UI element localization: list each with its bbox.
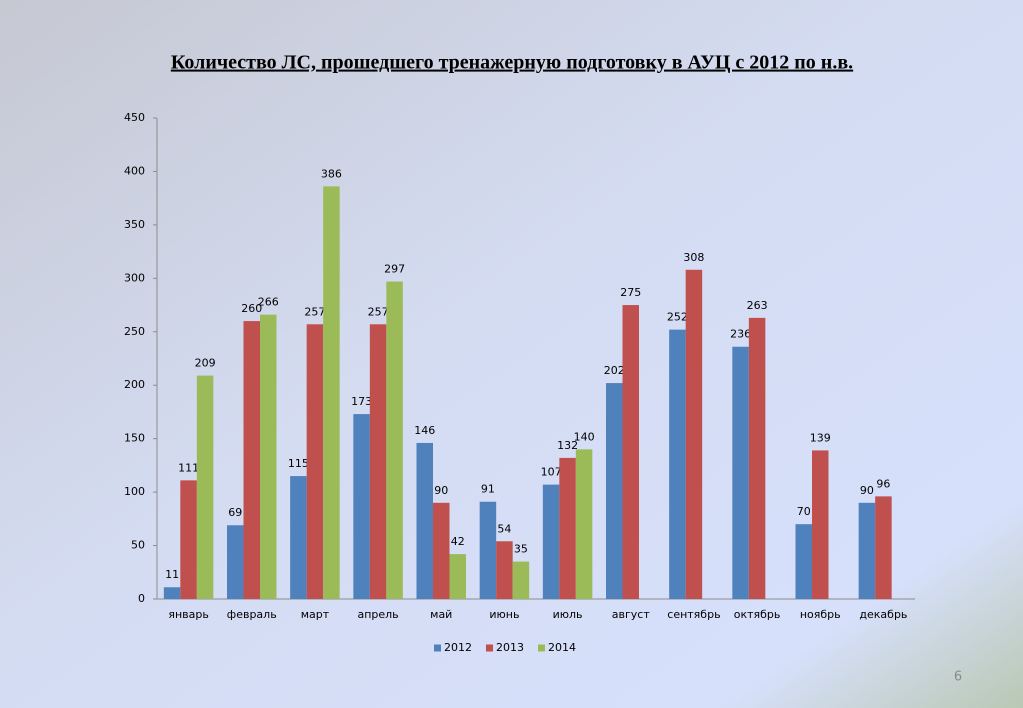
data-label: 96	[876, 477, 890, 490]
bar	[685, 269, 703, 599]
data-label: 140	[574, 430, 595, 443]
data-label: 202	[604, 364, 625, 377]
data-label: 54	[497, 522, 511, 535]
bar	[875, 496, 892, 599]
bar	[479, 501, 497, 599]
bar	[732, 346, 749, 599]
x-tick-label: август	[612, 608, 651, 621]
x-tick-label: октябрь	[734, 608, 781, 621]
data-label: 252	[667, 311, 688, 324]
bar	[306, 324, 324, 599]
legend-swatch	[486, 644, 493, 652]
bar	[323, 186, 340, 600]
data-label: 263	[747, 299, 768, 312]
x-tick-label: февраль	[227, 608, 277, 621]
bar	[353, 414, 370, 599]
bar	[243, 321, 260, 599]
y-tick-label: 300	[124, 271, 145, 284]
bar	[512, 561, 530, 599]
x-tick-label: июнь	[489, 608, 519, 621]
data-label: 70	[797, 505, 811, 518]
bar	[196, 375, 214, 599]
x-tick-label: апрель	[357, 608, 398, 621]
data-label: 139	[810, 431, 831, 444]
x-tick-label: май	[430, 608, 452, 621]
legend-label: 2012	[444, 641, 472, 654]
bar	[622, 305, 639, 599]
legend-label: 2014	[548, 641, 576, 654]
data-label: 90	[434, 484, 448, 497]
bar	[163, 587, 181, 599]
bar	[260, 314, 277, 599]
data-label: 297	[384, 263, 405, 276]
data-label: 107	[541, 466, 562, 479]
data-label: 257	[304, 305, 325, 318]
bar	[386, 281, 403, 599]
data-label: 266	[258, 296, 279, 309]
data-label: 236	[730, 328, 751, 341]
bar	[748, 317, 766, 599]
y-tick-label: 50	[131, 539, 145, 552]
bar	[290, 476, 307, 599]
bar	[416, 442, 433, 599]
data-label: 209	[195, 357, 216, 370]
bar	[496, 541, 513, 599]
y-tick-label: 200	[124, 378, 145, 391]
legend-swatch	[434, 644, 441, 652]
data-label: 115	[288, 457, 309, 470]
bar	[606, 383, 623, 599]
bar	[575, 449, 593, 599]
data-label: 173	[351, 395, 372, 408]
x-tick-label: июль	[553, 608, 583, 621]
data-label: 111	[178, 461, 199, 474]
y-tick-label: 450	[124, 111, 145, 124]
data-label: 308	[683, 251, 704, 264]
bar	[180, 480, 197, 599]
chart-title: Количество ЛС, прошедшего тренажерную по…	[171, 52, 853, 74]
data-label: 132	[557, 439, 578, 452]
data-label: 42	[451, 535, 465, 548]
y-tick-label: 350	[124, 218, 145, 231]
bar	[542, 484, 560, 599]
x-tick-label: март	[301, 608, 330, 621]
bar	[227, 525, 244, 599]
x-tick-label: ноябрь	[800, 608, 841, 621]
y-tick-label: 100	[124, 485, 145, 498]
y-tick-label: 250	[124, 325, 145, 338]
data-label: 146	[414, 424, 435, 437]
x-tick-label: сентябрь	[667, 608, 720, 621]
bar	[559, 457, 576, 599]
data-label: 386	[321, 167, 342, 180]
legend-label: 2013	[496, 641, 524, 654]
bar	[812, 450, 829, 599]
data-label: 35	[514, 543, 528, 556]
x-tick-label: январь	[168, 608, 209, 621]
data-label: 257	[368, 305, 389, 318]
page-number: 6	[954, 670, 962, 685]
y-tick-label: 400	[124, 164, 145, 177]
data-label: 11	[165, 568, 179, 581]
y-tick-label: 150	[124, 432, 145, 445]
data-label: 69	[228, 506, 242, 519]
bar	[669, 329, 686, 599]
bar	[433, 502, 450, 599]
data-label: 91	[481, 483, 495, 496]
bar	[795, 524, 812, 599]
bar	[449, 554, 466, 599]
legend-swatch	[538, 644, 545, 652]
y-tick-label: 0	[138, 592, 145, 605]
bar	[369, 324, 387, 599]
data-label: 275	[620, 286, 641, 299]
data-label: 260	[241, 302, 262, 315]
x-tick-label: декабрь	[859, 608, 907, 621]
data-label: 90	[860, 484, 874, 497]
bar	[858, 502, 876, 599]
